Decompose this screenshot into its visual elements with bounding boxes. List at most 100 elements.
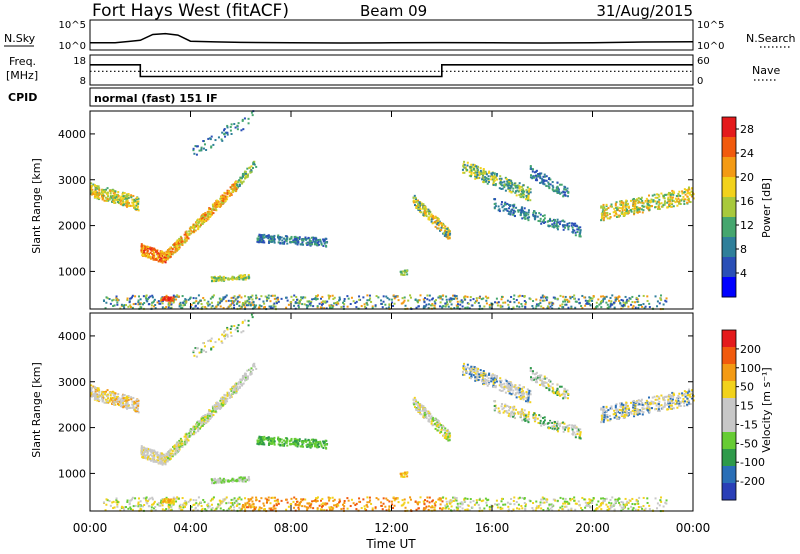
echo-cell <box>504 176 507 179</box>
echo-cell <box>417 207 420 210</box>
echo-cell <box>446 227 449 230</box>
echo-cell <box>270 305 273 308</box>
echo-cell <box>210 347 213 350</box>
echo-cell <box>636 500 639 503</box>
echo-cell <box>319 306 322 309</box>
echo-cell <box>316 443 319 446</box>
echo-cell <box>123 506 126 509</box>
echo-cell <box>220 406 223 409</box>
echo-cell <box>676 200 679 203</box>
echo-cell <box>324 237 327 240</box>
echo-cell <box>445 235 448 238</box>
echo-cell <box>178 446 181 449</box>
echo-cell <box>136 206 139 209</box>
echo-cell <box>415 206 418 209</box>
echo-cell <box>251 298 254 301</box>
echo-cell <box>612 211 615 214</box>
echo-cell <box>542 307 545 310</box>
echo-cell <box>228 194 231 197</box>
echo-cell <box>238 278 241 281</box>
echo-cell <box>244 295 247 298</box>
echo-cell <box>227 299 230 302</box>
echo-cell <box>592 294 595 297</box>
echo-cell <box>366 303 369 306</box>
echo-cell <box>137 404 140 407</box>
echo-cell <box>441 298 444 301</box>
echo-cell <box>149 251 152 254</box>
echo-cell <box>175 444 178 447</box>
echo-cell <box>424 297 427 300</box>
echo-cell <box>552 296 555 299</box>
echo-cell <box>181 444 184 447</box>
echo-cell <box>175 244 178 247</box>
echo-cell <box>144 455 147 458</box>
echo-cell <box>261 438 264 441</box>
echo-cell <box>120 199 123 202</box>
echo-cell <box>150 459 153 462</box>
echo-cell <box>610 300 613 303</box>
echo-cell <box>679 194 682 197</box>
echo-cell <box>184 440 187 443</box>
echo-cell <box>570 305 573 308</box>
echo-cell <box>213 477 216 480</box>
echo-cell <box>142 295 145 298</box>
echo-cell <box>115 397 118 400</box>
echo-cell <box>230 188 233 191</box>
echo-cell <box>186 435 189 438</box>
echo-cell <box>140 249 143 252</box>
echo-cell <box>256 237 259 240</box>
echo-cell <box>244 372 247 375</box>
echo-cell <box>315 238 318 241</box>
echo-cell <box>203 422 206 425</box>
echo-cell <box>287 303 290 306</box>
echo-cell <box>213 307 216 310</box>
echo-cell <box>388 298 391 301</box>
echo-cell <box>263 443 266 446</box>
echo-cell <box>126 397 129 400</box>
echo-cell <box>290 438 293 441</box>
echo-cell <box>597 500 600 503</box>
echo-cell <box>163 307 166 310</box>
echo-cell <box>293 294 296 297</box>
colorbar-tick-label: 4 <box>740 267 747 280</box>
echo-cell <box>624 208 627 211</box>
echo-cell <box>427 505 430 508</box>
echo-cell <box>668 204 671 207</box>
echo-cell <box>508 190 511 193</box>
echo-cell <box>164 455 167 458</box>
echo-cell <box>646 497 649 500</box>
echo-cell <box>150 449 153 452</box>
echo-cell <box>543 221 546 224</box>
echo-cell <box>133 198 136 201</box>
echo-cell <box>103 392 106 395</box>
echo-cell <box>310 443 313 446</box>
echo-cell <box>164 261 167 264</box>
echo-cell <box>188 232 191 235</box>
echo-cell <box>678 200 681 203</box>
echo-cell <box>321 302 324 305</box>
echo-cell <box>214 208 217 211</box>
echo-cell <box>614 498 617 501</box>
echo-cell <box>247 477 250 480</box>
echo-cell <box>588 501 591 504</box>
echo-cell <box>292 298 295 301</box>
echo-cell <box>622 301 625 304</box>
echo-cell <box>532 300 535 303</box>
echo-cell <box>499 175 502 178</box>
echo-cell <box>205 419 208 422</box>
echo-cell <box>241 118 244 121</box>
echo-cell <box>312 238 315 241</box>
echo-cell <box>641 201 644 204</box>
echo-cell <box>195 153 198 156</box>
echo-cell <box>438 220 441 223</box>
echo-cell <box>299 500 302 503</box>
echo-cell <box>509 212 512 215</box>
echo-cell <box>229 277 232 280</box>
echo-cell <box>300 296 303 299</box>
echo-cell <box>388 303 391 306</box>
echo-cell <box>298 237 301 240</box>
echo-cell <box>658 195 661 198</box>
echo-cell <box>474 170 477 173</box>
echo-cell <box>199 427 202 430</box>
echo-cell <box>205 421 208 424</box>
